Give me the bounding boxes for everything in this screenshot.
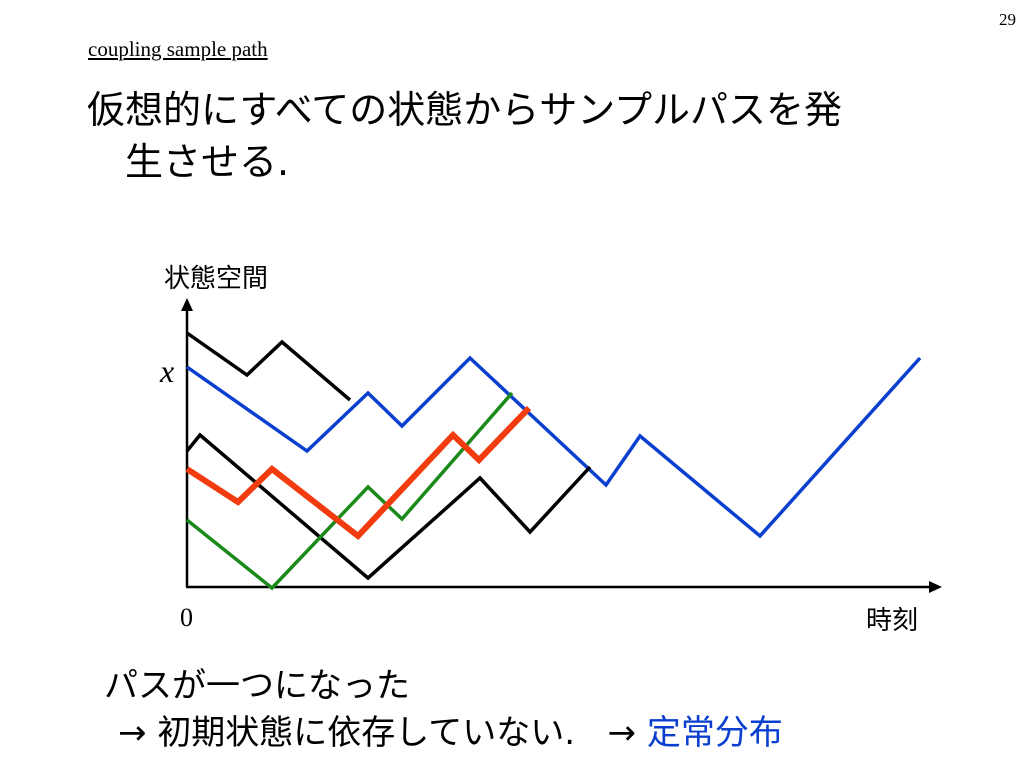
sample-path-4-green [185, 391, 514, 591]
stationary-distribution-label: 定常分布 [646, 713, 783, 753]
sample-path-1-black [185, 331, 352, 402]
sample-path-2-blue [185, 355, 922, 539]
footer-arrow-2: → [607, 713, 637, 753]
x-axis-arrowhead [929, 581, 942, 593]
footer-arrow-1: → [118, 713, 147, 753]
x-axis-label: 時刻 [866, 606, 918, 636]
slide-heading: 仮想的にすべての状態からサンプルパスを発 生させる. [87, 84, 967, 188]
sample-path-5-red [185, 405, 532, 541]
chart-axes [181, 298, 942, 593]
y-marker-label: x [159, 353, 174, 389]
slide-subtitle: coupling sample path [88, 37, 268, 61]
y-axis-label: 状態空間 [164, 264, 268, 294]
origin-label: 0 [180, 603, 193, 632]
series-layer [185, 331, 922, 591]
footer-text: 初期状態に依存していない. [157, 713, 576, 753]
page-number: 29 [999, 10, 1016, 29]
y-axis-arrowhead [181, 298, 193, 311]
heading-line-1: 仮想的にすべての状態からサンプルパスを発 [87, 88, 843, 132]
footer-line-2: → 初期状態に依存していない. → 定常分布 [118, 711, 783, 755]
sample-path-3-black [185, 432, 592, 581]
heading-line-2: 生させる. [125, 140, 290, 184]
footer-line-1: パスが一つになった [104, 666, 410, 706]
